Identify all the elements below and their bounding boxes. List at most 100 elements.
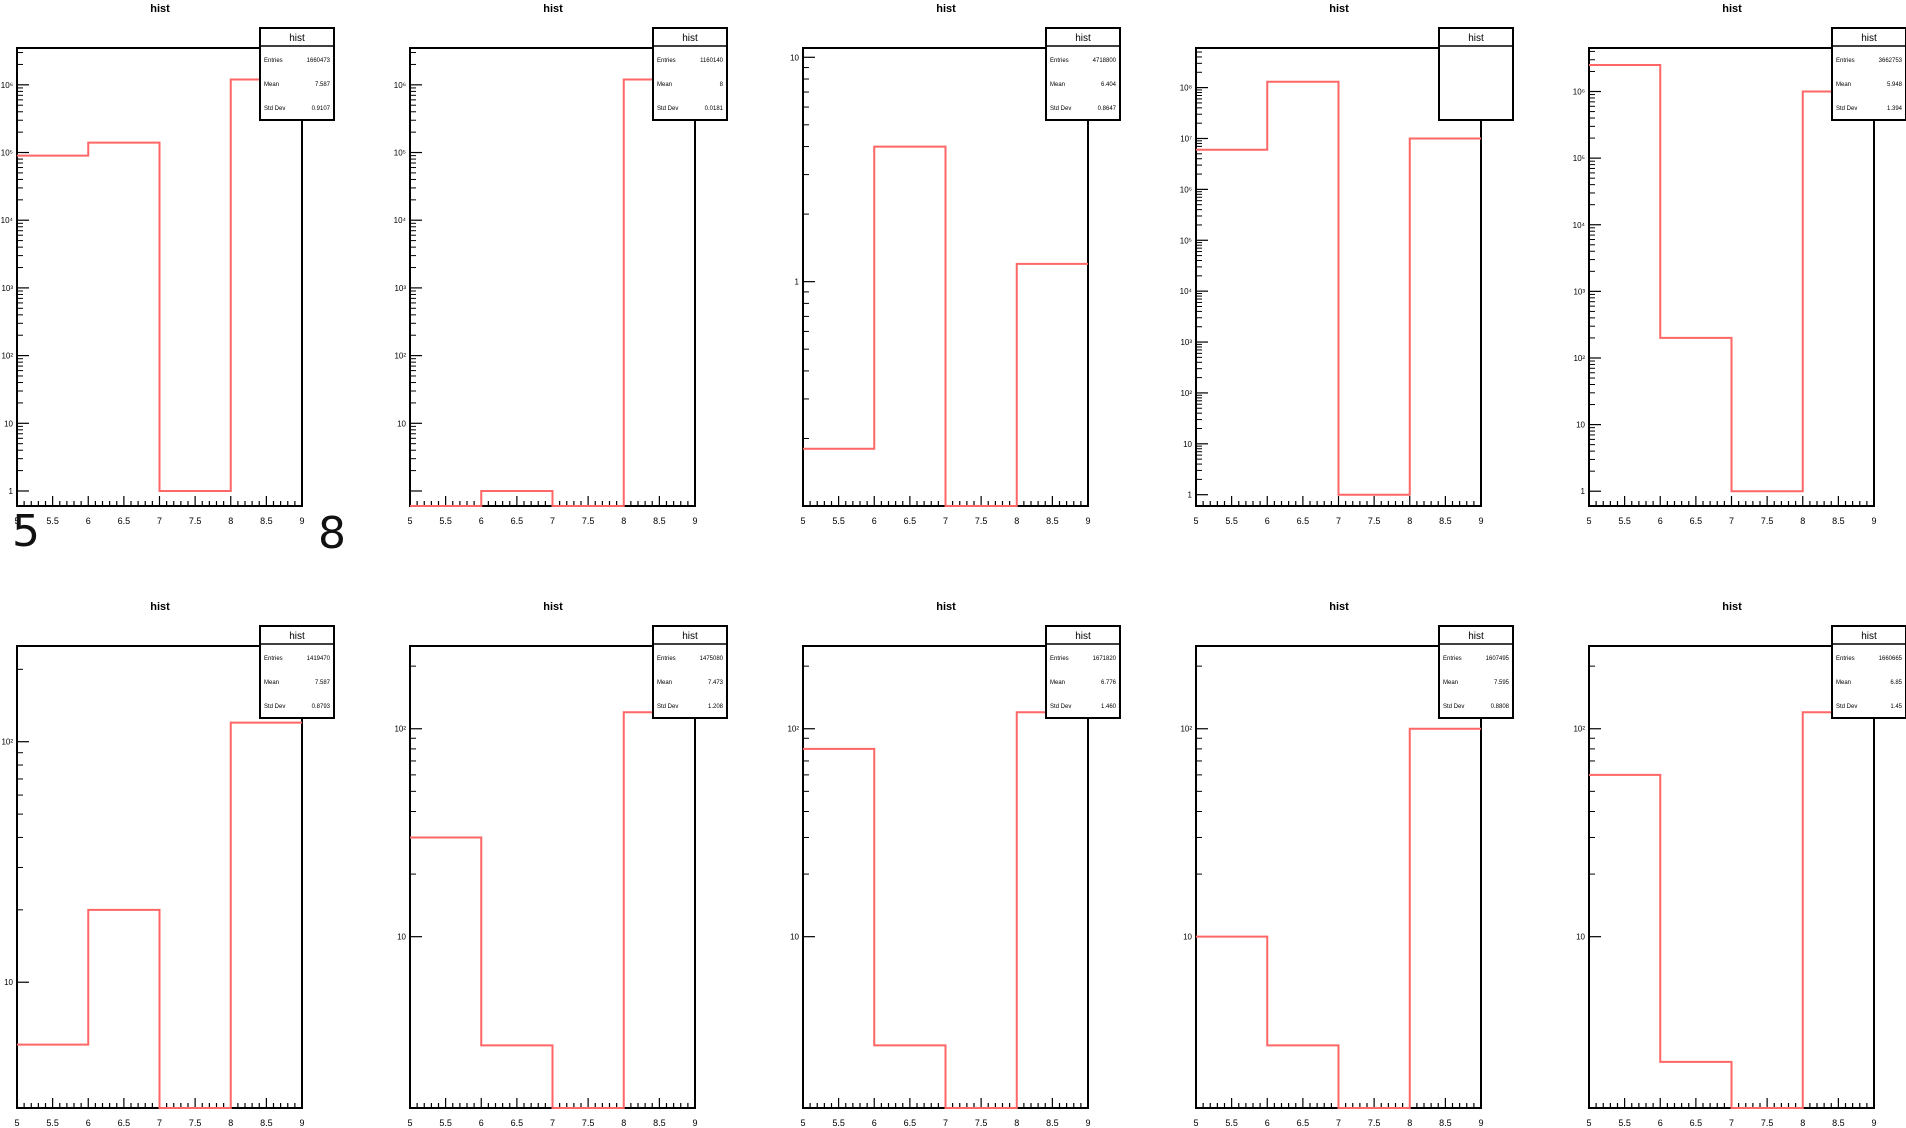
stats-label: Entries <box>1836 58 1855 64</box>
stats-value: 7.587 <box>315 82 331 88</box>
x-tick-label: 5 <box>407 516 412 526</box>
stats-label: Std Dev <box>657 704 678 710</box>
x-tick-label: 7 <box>1729 1118 1734 1128</box>
y-tick-label: 1 <box>795 278 800 287</box>
x-tick-label: 9 <box>692 1118 697 1128</box>
stats-value: 1160140 <box>700 58 724 64</box>
stats-value: 1.45 <box>1890 704 1902 710</box>
histogram-line <box>803 145 1088 507</box>
histogram-line <box>1589 711 1874 1109</box>
y-tick-label: 10² <box>394 352 406 361</box>
y-tick-label: 10³ <box>394 284 406 293</box>
x-tick-label: 5.5 <box>1225 516 1238 526</box>
stats-box <box>259 27 335 121</box>
x-tick-label: 7.5 <box>582 516 595 526</box>
overlay-label-5: 5 <box>12 506 40 557</box>
x-tick-label: 7 <box>1729 516 1734 526</box>
x-tick-label: 8 <box>621 1118 626 1128</box>
x-tick-label: 7 <box>1336 1118 1341 1128</box>
x-tick-label: 9 <box>1871 516 1876 526</box>
y-tick-label: 10⁶ <box>1180 185 1192 194</box>
y-tick-label: 10⁵ <box>1180 236 1192 245</box>
x-tick-label: 7.5 <box>582 1118 595 1128</box>
y-tick-label: 10 <box>4 419 13 428</box>
x-tick-label: 8.5 <box>1832 516 1845 526</box>
x-tick-label: 7 <box>550 1118 555 1128</box>
y-tick-label: 10 <box>397 419 406 428</box>
stats-label: Std Dev <box>657 106 678 112</box>
y-tick-label: 10⁴ <box>394 216 407 225</box>
x-tick-label: 5 <box>800 516 805 526</box>
y-tick-label: 1 <box>1188 491 1193 500</box>
stats-box <box>652 625 728 719</box>
x-tick-label: 6.5 <box>118 1118 131 1128</box>
x-tick-label: 8.5 <box>1439 516 1452 526</box>
chart-title: hist <box>936 3 956 15</box>
y-tick-label: 10³ <box>1180 338 1192 347</box>
y-tick-label: 10² <box>1180 389 1192 398</box>
x-tick-label: 7.5 <box>1761 1118 1774 1128</box>
x-tick-label: 7.5 <box>189 1118 202 1128</box>
stats-value: 0.8808 <box>1491 704 1510 710</box>
x-tick-label: 7 <box>1336 516 1341 526</box>
x-tick-label: 8 <box>228 1118 233 1128</box>
x-tick-label: 5.5 <box>46 516 59 526</box>
stats-label: Std Dev <box>1836 704 1857 710</box>
stats-title: hist <box>1468 33 1484 44</box>
stats-box <box>1045 27 1121 121</box>
chart-title: hist <box>1329 601 1349 613</box>
x-tick-label: 5.5 <box>1618 1118 1631 1128</box>
stats-label: Mean <box>1836 680 1851 686</box>
x-tick-label: 6 <box>1265 516 1270 526</box>
x-tick-label: 9 <box>299 1118 304 1128</box>
x-tick-label: 8 <box>1800 1118 1805 1128</box>
histogram-panel: hist 5 5.5 6 6.5 7 7.5 8 8.5 9 10² 10 hist Entries 147… <box>394 601 728 1128</box>
x-tick-label: 6.5 <box>904 516 917 526</box>
y-tick-label: 10⁵ <box>1 149 13 158</box>
stats-box <box>259 625 335 719</box>
stats-label: Std Dev <box>264 106 285 112</box>
stats-label: Entries <box>1050 58 1069 64</box>
stats-value: 7.595 <box>1494 680 1510 686</box>
x-tick-label: 6.5 <box>904 1118 917 1128</box>
x-tick-label: 8.5 <box>653 516 666 526</box>
y-tick-label: 10⁸ <box>1180 84 1192 93</box>
y-tick-label: 10² <box>1180 725 1192 734</box>
stats-label: Std Dev <box>1050 704 1071 710</box>
x-tick-label: 5 <box>1193 516 1198 526</box>
y-tick-label: 10⁷ <box>1180 134 1192 143</box>
stats-label: Mean <box>264 82 279 88</box>
stats-value: 1475080 <box>700 656 724 662</box>
histogram-panel: hist 5 5.5 6 6.5 7 7.5 8 8.5 9 10⁶ 10⁵ 10⁴ 10³ 10² 10 1 h… <box>1573 3 1906 526</box>
stats-value: 7.587 <box>315 680 331 686</box>
x-tick-label: 9 <box>1085 1118 1090 1128</box>
histogram-line <box>410 78 695 507</box>
x-tick-label: 5.5 <box>439 516 452 526</box>
x-tick-label: 8.5 <box>1832 1118 1845 1128</box>
y-tick-label: 10⁵ <box>394 149 406 158</box>
x-tick-label: 7 <box>943 1118 948 1128</box>
stats-title: hist <box>682 631 698 642</box>
x-tick-label: 5 <box>1586 1118 1591 1128</box>
x-tick-label: 6 <box>1658 1118 1663 1128</box>
stats-label: Entries <box>264 58 283 64</box>
stats-label: Entries <box>264 656 283 662</box>
stats-value: 6.776 <box>1101 680 1117 686</box>
stats-value: 1.460 <box>1101 704 1117 710</box>
y-tick-label: 10² <box>1573 725 1585 734</box>
stats-value: 0.8793 <box>312 704 331 710</box>
y-tick-label: 10² <box>1573 354 1585 363</box>
x-tick-label: 5 <box>1586 516 1591 526</box>
y-tick-label: 10² <box>394 725 406 734</box>
stats-title: hist <box>289 33 305 44</box>
y-tick-label: 10⁶ <box>394 81 406 90</box>
x-tick-label: 5 <box>14 516 19 526</box>
x-tick-label: 7.5 <box>1368 516 1381 526</box>
chart-title: hist <box>1722 601 1742 613</box>
stats-label: Mean <box>1050 680 1065 686</box>
y-tick-label: 10 <box>1183 440 1192 449</box>
x-tick-label: 8 <box>621 516 626 526</box>
x-tick-label: 7.5 <box>1761 516 1774 526</box>
histogram-panel: hist 5 5.5 6 6.5 7 7.5 8 8.5 9 10² 10 hist Entries 167… <box>787 601 1121 1128</box>
y-tick-label: 10⁴ <box>1 216 14 225</box>
